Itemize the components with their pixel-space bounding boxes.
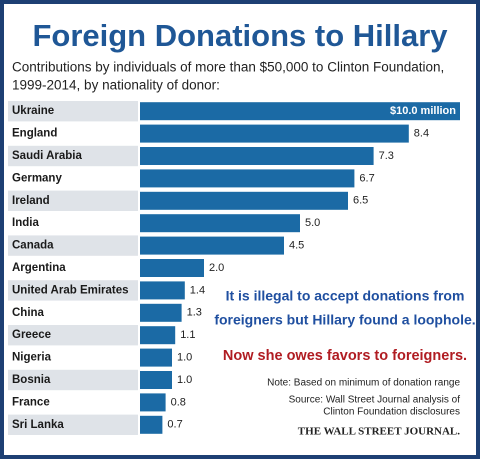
bar [140, 236, 284, 255]
value-label: 1.0 [177, 352, 192, 364]
bar [140, 147, 374, 165]
bar [140, 371, 172, 389]
label-band [8, 302, 138, 323]
value-label: 0.7 [167, 419, 182, 431]
value-label: 1.3 [187, 307, 202, 319]
category-label: France [12, 396, 50, 408]
category-label: Germany [12, 172, 62, 184]
value-label: 6.5 [353, 195, 368, 207]
value-label: 5.0 [305, 217, 320, 229]
annotation: foreigners but Hillary found a loophole. [214, 312, 475, 328]
category-label: United Arab Emirates [12, 284, 129, 296]
label-band [8, 257, 138, 279]
label-band [8, 414, 138, 435]
category-label: Saudi Arabia [12, 150, 82, 162]
label-band [8, 168, 138, 189]
publisher: THE WALL STREET JOURNAL. [298, 426, 460, 438]
annotation: It is illegal to accept donations from [226, 288, 465, 304]
bar [140, 303, 182, 322]
label-band [8, 123, 138, 144]
label-band [8, 190, 138, 211]
category-label: Ukraine [12, 105, 54, 117]
bar [140, 124, 409, 143]
bar [140, 415, 163, 434]
value-label: 1.4 [190, 284, 205, 296]
value-label: $10.0 million [390, 105, 456, 117]
bar [140, 348, 172, 367]
subtitle: Contributions by individuals of more tha… [12, 60, 444, 75]
value-label: 7.3 [379, 150, 394, 162]
value-label: 8.4 [414, 128, 429, 140]
label-band [8, 235, 138, 256]
annotation: Now she owes favors to foreigners. [223, 348, 467, 364]
category-label: Canada [12, 240, 54, 252]
value-label: 1.1 [180, 329, 195, 341]
category-label: Nigeria [12, 352, 52, 364]
source: Clinton Foundation disclosures [323, 407, 460, 418]
bar [140, 169, 355, 188]
bar [140, 214, 300, 233]
value-label: 2.0 [209, 262, 224, 274]
value-label: 1.0 [177, 374, 192, 386]
bar [140, 281, 185, 300]
category-label: Bosnia [12, 374, 51, 386]
value-label: 0.8 [171, 396, 186, 408]
label-band [8, 347, 138, 368]
label-band [8, 392, 138, 413]
category-label: Argentina [12, 262, 66, 274]
label-band [8, 325, 138, 346]
source: Source: Wall Street Journal analysis of [289, 395, 461, 406]
label-band [8, 145, 138, 167]
category-label: Sri Lanka [12, 419, 64, 431]
category-label: Ireland [12, 195, 50, 207]
label-band [8, 369, 138, 391]
category-label: England [12, 128, 57, 140]
category-label: China [12, 307, 45, 319]
bar [140, 191, 348, 210]
chart-title: Foreign Donations to Hillary [32, 18, 448, 53]
category-label: Greece [12, 329, 51, 341]
subtitle: 1999-2014, by nationality of donor: [12, 78, 220, 93]
category-label: India [12, 217, 39, 229]
label-band [8, 213, 138, 234]
label-band [8, 280, 138, 301]
bar [140, 259, 204, 277]
value-label: 4.5 [289, 240, 304, 252]
bar [140, 102, 460, 121]
value-label: 6.7 [359, 172, 374, 184]
bar [140, 326, 176, 345]
bar [140, 393, 166, 412]
label-band [8, 101, 138, 122]
note: Note: Based on minimum of donation range [267, 378, 460, 389]
